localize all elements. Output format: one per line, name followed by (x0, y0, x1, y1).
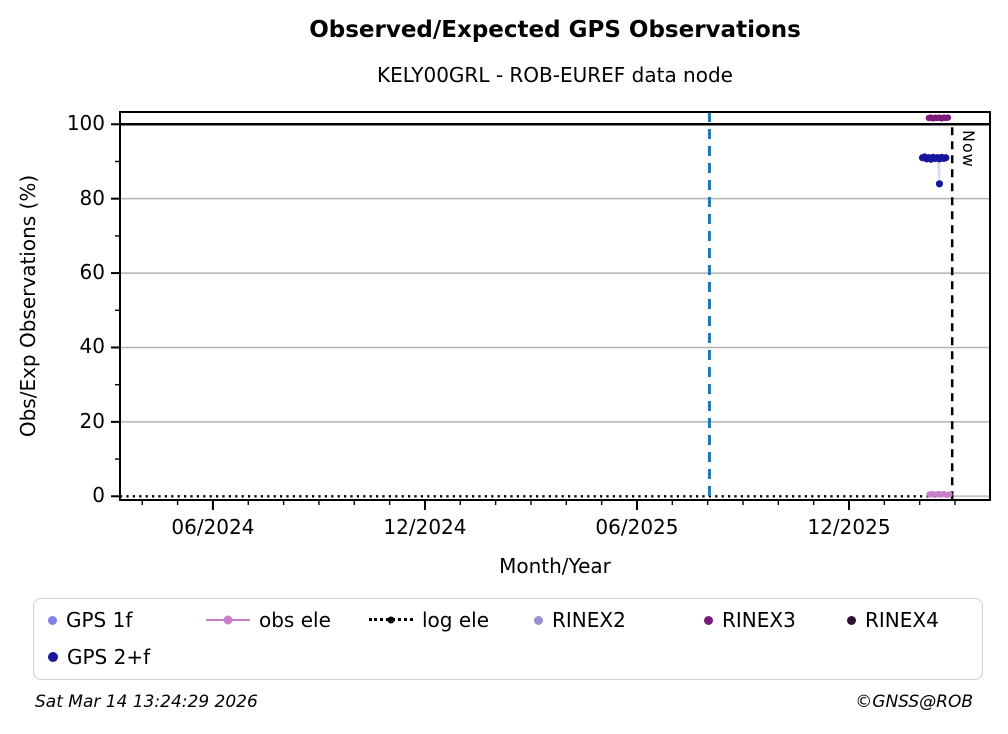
y-tick-label-4: 20 (79, 408, 105, 433)
legend: GPS 1f obs ele log ele RINEX2 RINEX3 RIN… (33, 598, 983, 680)
x-axis-label: Month/Year (499, 554, 611, 578)
series-gps-2-f (918, 153, 950, 188)
legend-label: RINEX4 (865, 608, 939, 632)
x-tick-label-2: 06/2025 (595, 515, 679, 539)
copyright: ©GNSS@ROB (855, 692, 973, 712)
subtitle: KELY00GRL - ROB-EUREF data node (377, 63, 733, 87)
gps-2f-marker-icon (48, 652, 58, 662)
legend-item-gps-1f: GPS 1f (48, 606, 132, 634)
legend-item-gps-2f: GPS 2+f (48, 643, 150, 671)
y-axis-label: Obs/Exp Observations (%) (16, 174, 40, 438)
plot-timestamp: Sat Mar 14 13:24:29 2026 (35, 692, 258, 712)
series-obs-ele (926, 490, 953, 498)
x-tick-label-1: 12/2024 (383, 515, 467, 539)
y-tick-label-0: 100 (66, 111, 105, 136)
legend-item-rinex2: RINEX2 (534, 606, 626, 634)
axis-ticks (111, 123, 956, 510)
legend-label: GPS 1f (66, 608, 133, 632)
legend-item-rinex4: RINEX4 (847, 606, 939, 634)
rinex4-marker-icon (847, 615, 856, 625)
gps-1f-marker-icon (48, 615, 57, 625)
y-tick-label-5: 0 (92, 483, 105, 508)
y-tick-label-1: 80 (79, 185, 105, 210)
x-tick-label-0: 06/2024 (171, 515, 255, 539)
legend-label: RINEX2 (552, 608, 626, 632)
x-tick-label-3: 12/2025 (807, 515, 891, 539)
rinex2-marker-icon (534, 615, 543, 625)
legend-item-obs-ele: obs ele (206, 606, 331, 634)
legend-label: GPS 2+f (67, 645, 151, 669)
gridlines (120, 197, 990, 423)
y-tick-label-3: 40 (79, 334, 105, 359)
legend-label: obs ele (259, 608, 331, 632)
y-tick-label-2: 60 (79, 259, 105, 284)
log-ele-marker-icon (369, 613, 413, 627)
now-line-label: Now (959, 130, 979, 169)
page-title: Observed/Expected GPS Observations (309, 17, 801, 43)
series-rinex3 (925, 114, 952, 122)
legend-label: log ele (422, 608, 490, 632)
legend-item-rinex3: RINEX3 (704, 606, 796, 634)
plot-border (119, 111, 991, 501)
obs-ele-marker-icon (206, 613, 250, 627)
legend-item-log-ele: log ele (369, 606, 489, 634)
rinex3-marker-icon (704, 615, 713, 625)
legend-label: RINEX3 (722, 608, 796, 632)
